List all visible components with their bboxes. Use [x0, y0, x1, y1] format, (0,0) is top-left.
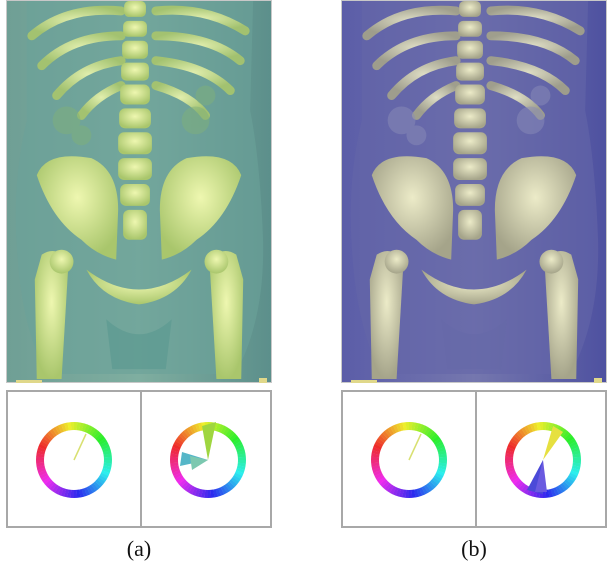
volume-render-a [6, 0, 272, 383]
color-wheel-icon [505, 422, 581, 498]
skeleton-render-a [7, 1, 271, 382]
color-wheel-icon [36, 422, 112, 498]
scale-marker-b [594, 378, 602, 383]
color-wheel-panel-a [6, 390, 272, 528]
skeleton-render-b [342, 1, 606, 382]
scale-bar-b [351, 380, 377, 383]
color-wheel-panel-b [341, 390, 607, 528]
color-wheel-a-right [142, 392, 274, 526]
color-wheel-icon [371, 422, 447, 498]
color-wheel-b-left [343, 392, 475, 526]
caption-a: (a) [126, 536, 152, 561]
volume-render-b [341, 0, 607, 383]
scale-bar-a [16, 380, 42, 383]
color-wheel-a-left [8, 392, 140, 526]
color-wheel-icon [170, 422, 246, 498]
wheel-divider [140, 392, 142, 526]
wheel-divider [475, 392, 477, 526]
scale-marker-a [259, 378, 267, 383]
caption-b: (b) [461, 536, 487, 561]
color-wheel-b-right [477, 392, 609, 526]
